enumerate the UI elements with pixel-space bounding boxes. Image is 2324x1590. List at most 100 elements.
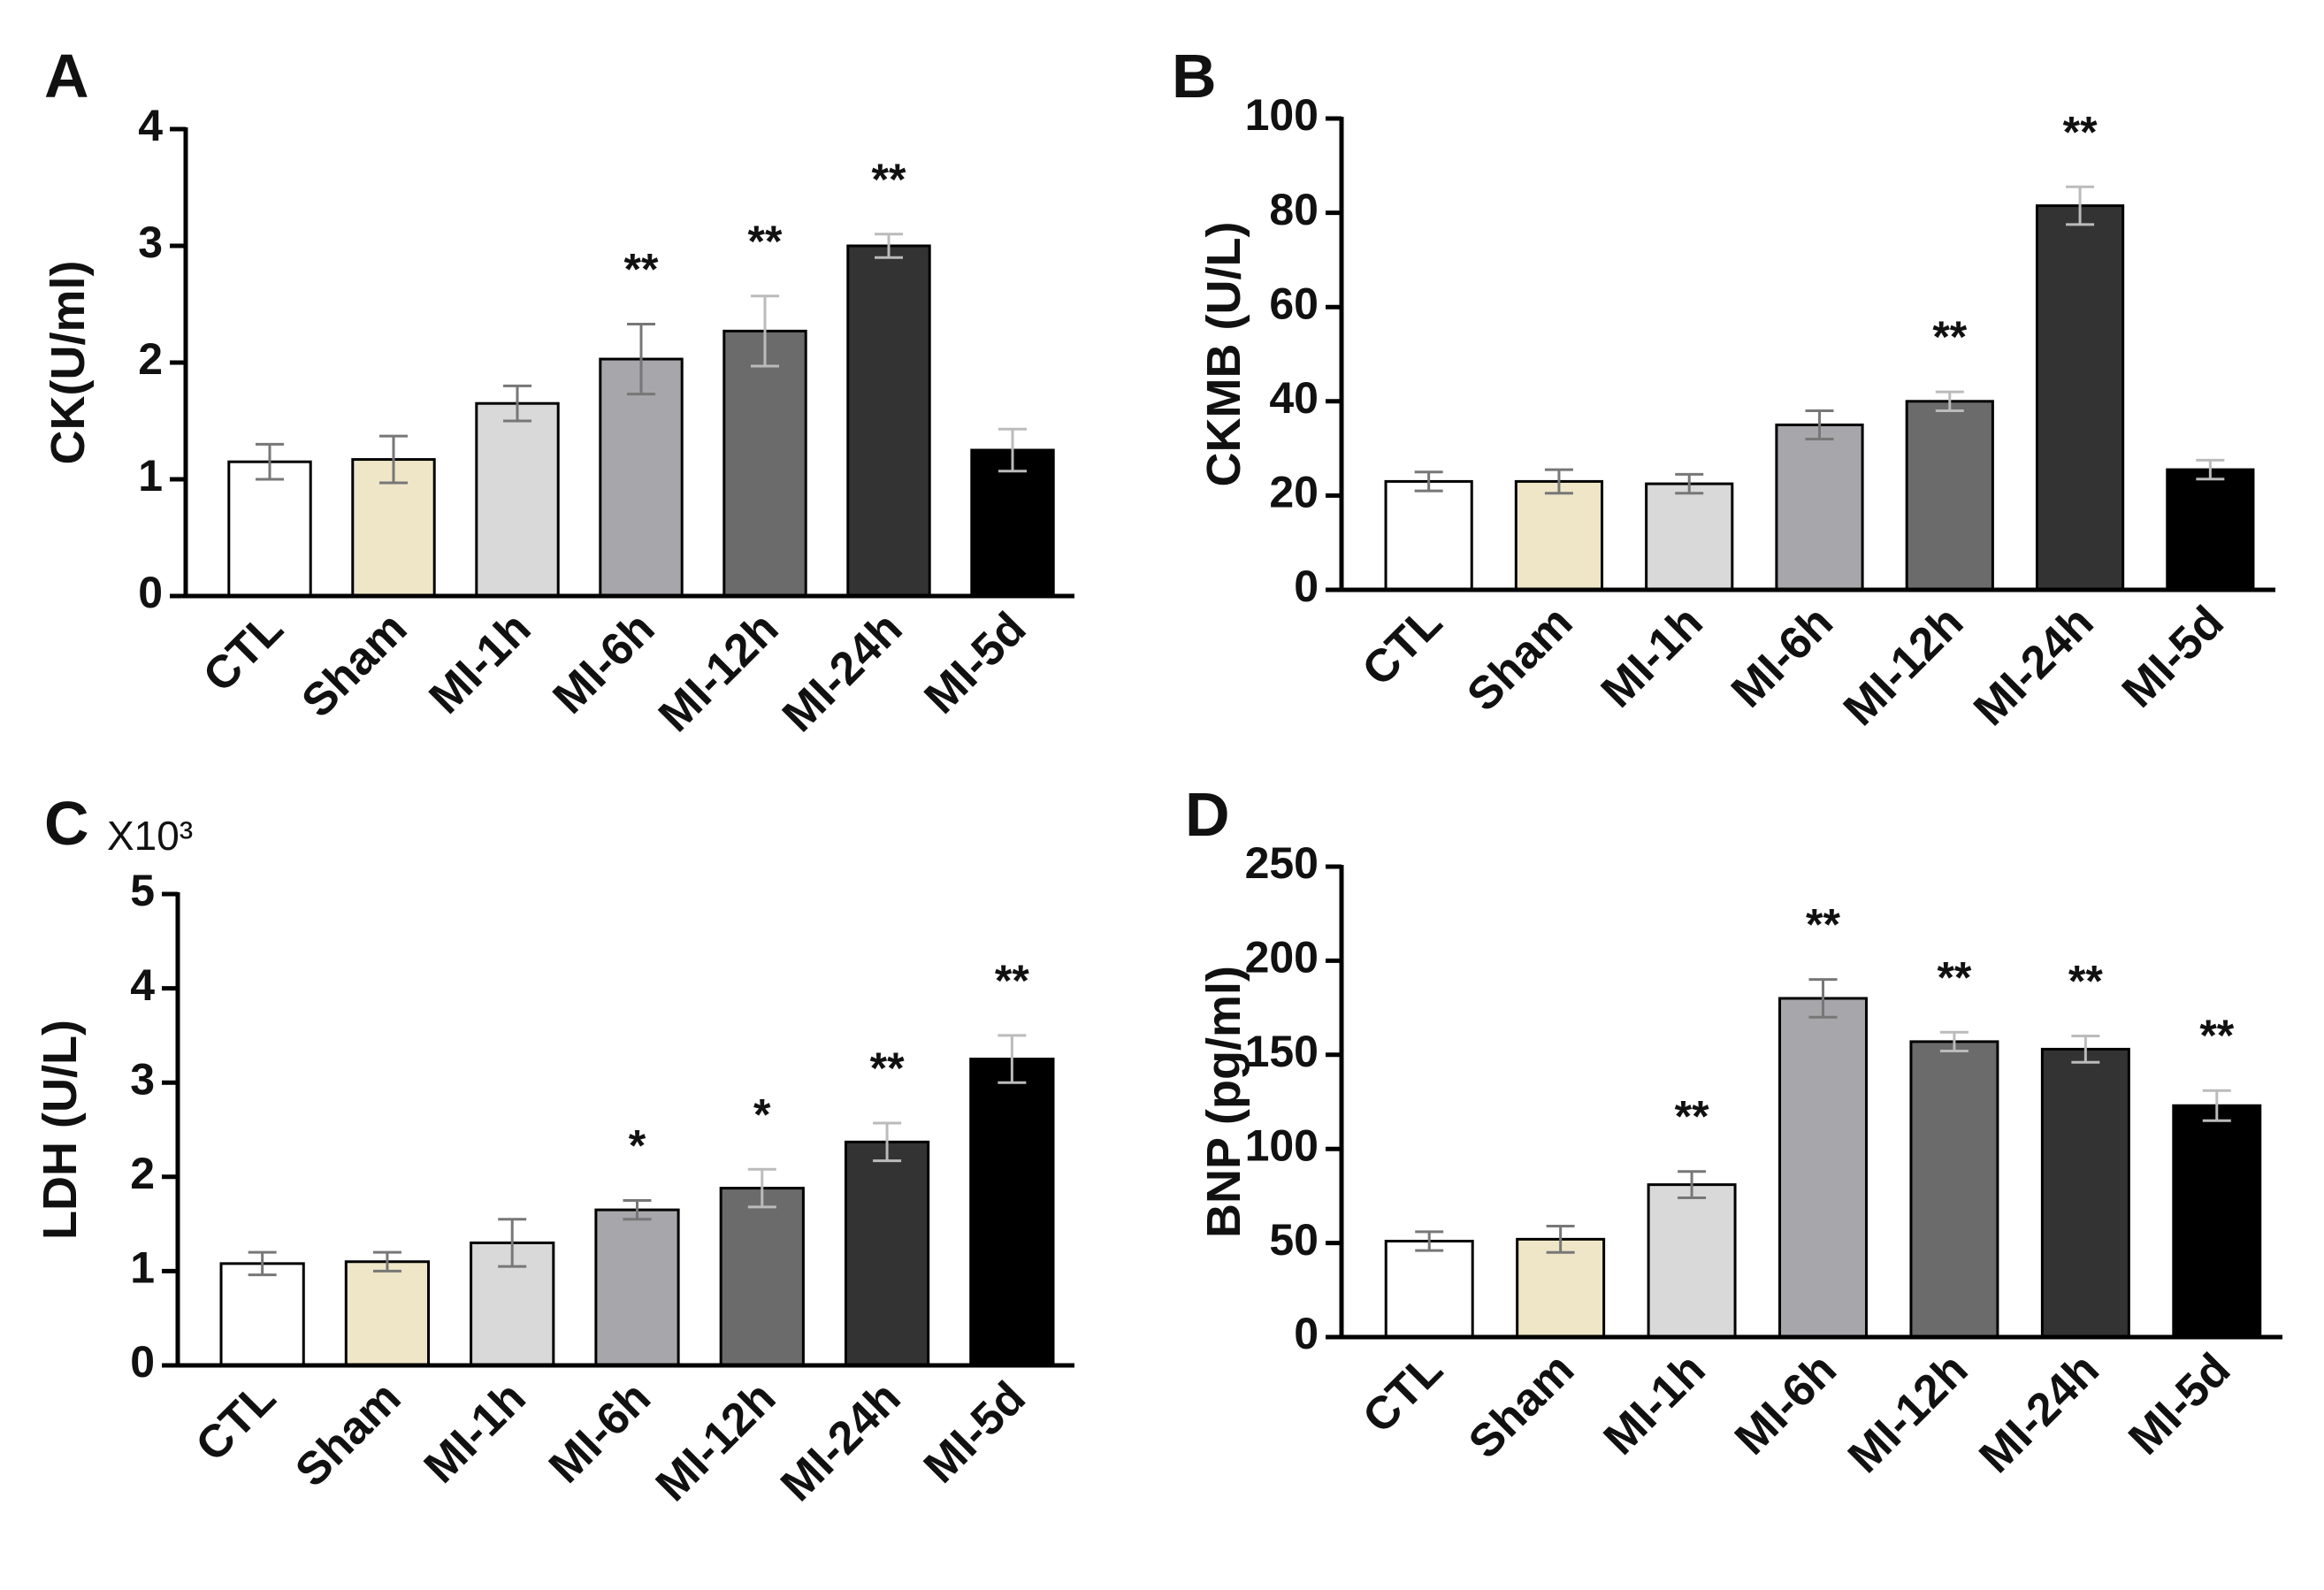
y-tick-label: 200 <box>1245 933 1319 982</box>
x-tick-label: CTL <box>194 602 293 701</box>
significance: ** <box>1806 900 1840 950</box>
error-bar <box>623 1198 652 1221</box>
x-tick-label: MI-24h <box>771 1372 910 1510</box>
bar <box>1516 1237 1606 1339</box>
significance: * <box>629 1120 646 1170</box>
error-bar <box>1935 390 1964 412</box>
x-tick-label: Sham <box>1457 596 1582 721</box>
x-tick-label: MI-1h <box>1592 596 1713 717</box>
bar <box>1778 997 1868 1339</box>
panel-label: D <box>1185 780 1230 849</box>
error-bar <box>372 1250 401 1273</box>
error-bar <box>2066 185 2095 226</box>
significance: ** <box>1932 312 1967 362</box>
error-bar <box>747 1167 776 1209</box>
y-tick-label: 1 <box>130 1243 155 1293</box>
y-tick-label: 0 <box>1294 1309 1319 1358</box>
error-bar <box>503 384 531 423</box>
x-tick-label: MI-1h <box>1594 1343 1716 1464</box>
bar <box>344 1260 431 1367</box>
significance: ** <box>995 956 1029 1005</box>
significance: ** <box>1675 1092 1709 1142</box>
error-bar <box>498 1218 527 1268</box>
bar <box>1384 479 1473 592</box>
significance: ** <box>872 155 906 204</box>
y-tick-label: 1 <box>138 451 163 501</box>
x-tick-label: MI-24h <box>1969 1343 2108 1482</box>
bar <box>846 244 931 598</box>
y-tick-label: 0 <box>130 1337 155 1387</box>
significance: ** <box>1937 952 1971 1002</box>
x-tick-label: CTL <box>187 1372 286 1471</box>
x-tick-label: Sham <box>1459 1343 1584 1468</box>
error-bar <box>1939 1030 1969 1053</box>
bar <box>719 1187 805 1367</box>
y-axis-label: BNP (pg/ml) <box>1197 966 1250 1238</box>
y-tick-label: 50 <box>1269 1215 1319 1265</box>
x-tick-label: MI-24h <box>773 602 912 741</box>
bar <box>2172 1104 2262 1339</box>
x-tick-label: MI-12h <box>1834 596 1973 735</box>
error-bar <box>248 1250 277 1277</box>
bar <box>1775 423 1864 592</box>
significance: ** <box>870 1043 905 1093</box>
y-tick-label: 2 <box>130 1149 155 1198</box>
x-tick-label: MI-5d <box>2113 596 2234 717</box>
y-tick-label: 80 <box>1269 185 1319 234</box>
x-tick-label: MI-1h <box>415 1372 536 1493</box>
error-bar <box>1415 1230 1444 1252</box>
panel-label: C <box>44 789 89 858</box>
y-tick-label: 2 <box>138 334 163 384</box>
error-bar <box>1414 470 1443 493</box>
bar <box>2035 204 2125 592</box>
x-tick-label: CTL <box>1353 1343 1452 1442</box>
x-tick-label: MI-5d <box>914 602 1036 723</box>
significance: ** <box>748 217 783 266</box>
error-bar <box>1678 1170 1707 1200</box>
y-tick-label: 4 <box>130 960 155 1010</box>
y-tick-label: 3 <box>138 218 163 267</box>
y-tick-label: 20 <box>1269 468 1319 517</box>
x-tick-label: MI-6h <box>1722 596 1843 717</box>
y-tick-label: 60 <box>1269 279 1319 328</box>
panel: CTL Sham MI-1h * MI-6h * MI-12h ** MI-24h ** MI-5d… <box>34 789 1074 1511</box>
panel-label: A <box>44 42 89 111</box>
bar <box>844 1140 930 1367</box>
bar <box>1647 1183 1737 1339</box>
bar <box>1514 479 1604 592</box>
bar <box>2040 1047 2130 1339</box>
y-axis-label: LDH (U/L) <box>34 1020 87 1240</box>
y-tick-label: 0 <box>138 568 163 617</box>
x-tick-label: MI-24h <box>1964 596 2103 735</box>
error-bar <box>1808 978 1838 1019</box>
y-tick-label: 4 <box>138 101 163 150</box>
x-tick-label: Sham <box>286 1372 410 1496</box>
bar <box>722 329 807 598</box>
x-tick-label: MI-5d <box>2119 1343 2240 1464</box>
x-tick-label: Sham <box>292 602 417 727</box>
error-bar <box>2202 1089 2231 1122</box>
y-tick-label: 0 <box>1294 562 1319 611</box>
x-tick-label: MI-12h <box>649 602 788 741</box>
x-tick-label: MI-6h <box>1725 1343 1846 1464</box>
y-tick-label: 100 <box>1245 90 1319 140</box>
y-tick-label: 250 <box>1245 838 1319 888</box>
error-bar <box>875 233 903 259</box>
y-axis-label: CK(U/ml) <box>42 261 95 465</box>
x-tick-label: MI-5d <box>914 1372 1036 1493</box>
y-tick-label: 5 <box>130 866 155 915</box>
bar <box>219 1262 305 1367</box>
bar <box>475 401 560 598</box>
error-bar <box>627 322 655 396</box>
error-bar <box>751 294 779 368</box>
panel: CTL Sham MI-1h MI-6h ** MI-12h ** MI-24h MI-5d 0 2… <box>1172 42 2275 736</box>
bar <box>1645 482 1734 592</box>
error-bar <box>998 1034 1027 1084</box>
bar <box>1905 400 1994 592</box>
x-tick-label: MI-6h <box>539 1372 661 1493</box>
y-tick-label: 40 <box>1269 373 1319 423</box>
panel: CTL Sham ** MI-1h ** MI-6h ** MI-12h ** MI-24h ** M… <box>1185 780 2282 1483</box>
significance: ** <box>2063 107 2098 157</box>
bar <box>227 460 312 598</box>
